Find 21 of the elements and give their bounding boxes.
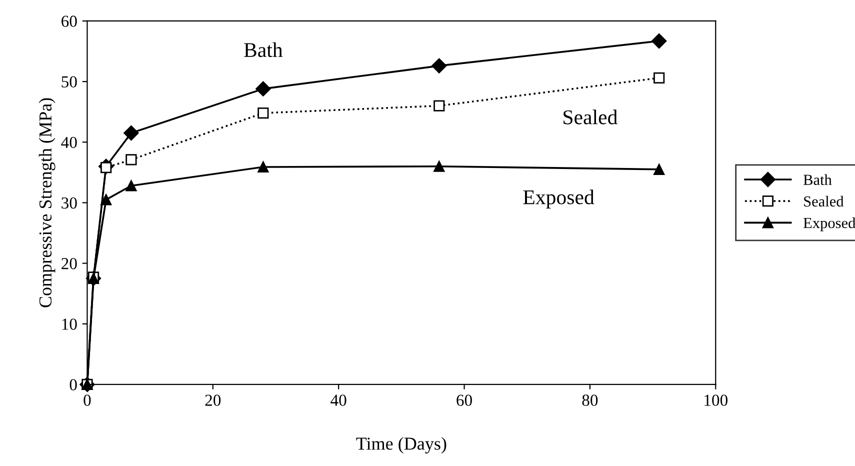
legend-label: Sealed bbox=[804, 196, 844, 207]
x-tick-label: 100 bbox=[704, 394, 728, 406]
x-tick-label: 0 bbox=[84, 394, 91, 406]
y-tick-label: 30 bbox=[62, 197, 77, 209]
x-tick-label: 80 bbox=[582, 394, 598, 406]
y-tick-label: 50 bbox=[62, 76, 77, 88]
x-tick-label: 20 bbox=[205, 394, 221, 406]
y-axis-title: Compressive Strength (MPa) bbox=[38, 98, 56, 308]
annotation: Bath bbox=[244, 42, 283, 58]
y-tick-label: 10 bbox=[62, 318, 77, 330]
y-tick-label: 0 bbox=[70, 379, 77, 390]
legend-label: Bath bbox=[804, 174, 832, 185]
y-tick-label: 40 bbox=[61, 136, 77, 148]
y-tick-label: 60 bbox=[62, 16, 77, 27]
legend-label: Exposed bbox=[804, 217, 855, 232]
annotation: Exposed bbox=[523, 190, 594, 209]
y-tick-label: 20 bbox=[62, 258, 77, 270]
x-tick-label: 60 bbox=[456, 394, 472, 406]
annotation: Sealed bbox=[564, 110, 618, 124]
x-tick-label: 40 bbox=[330, 394, 346, 406]
x-axis-title: Time (Days) bbox=[356, 437, 446, 454]
